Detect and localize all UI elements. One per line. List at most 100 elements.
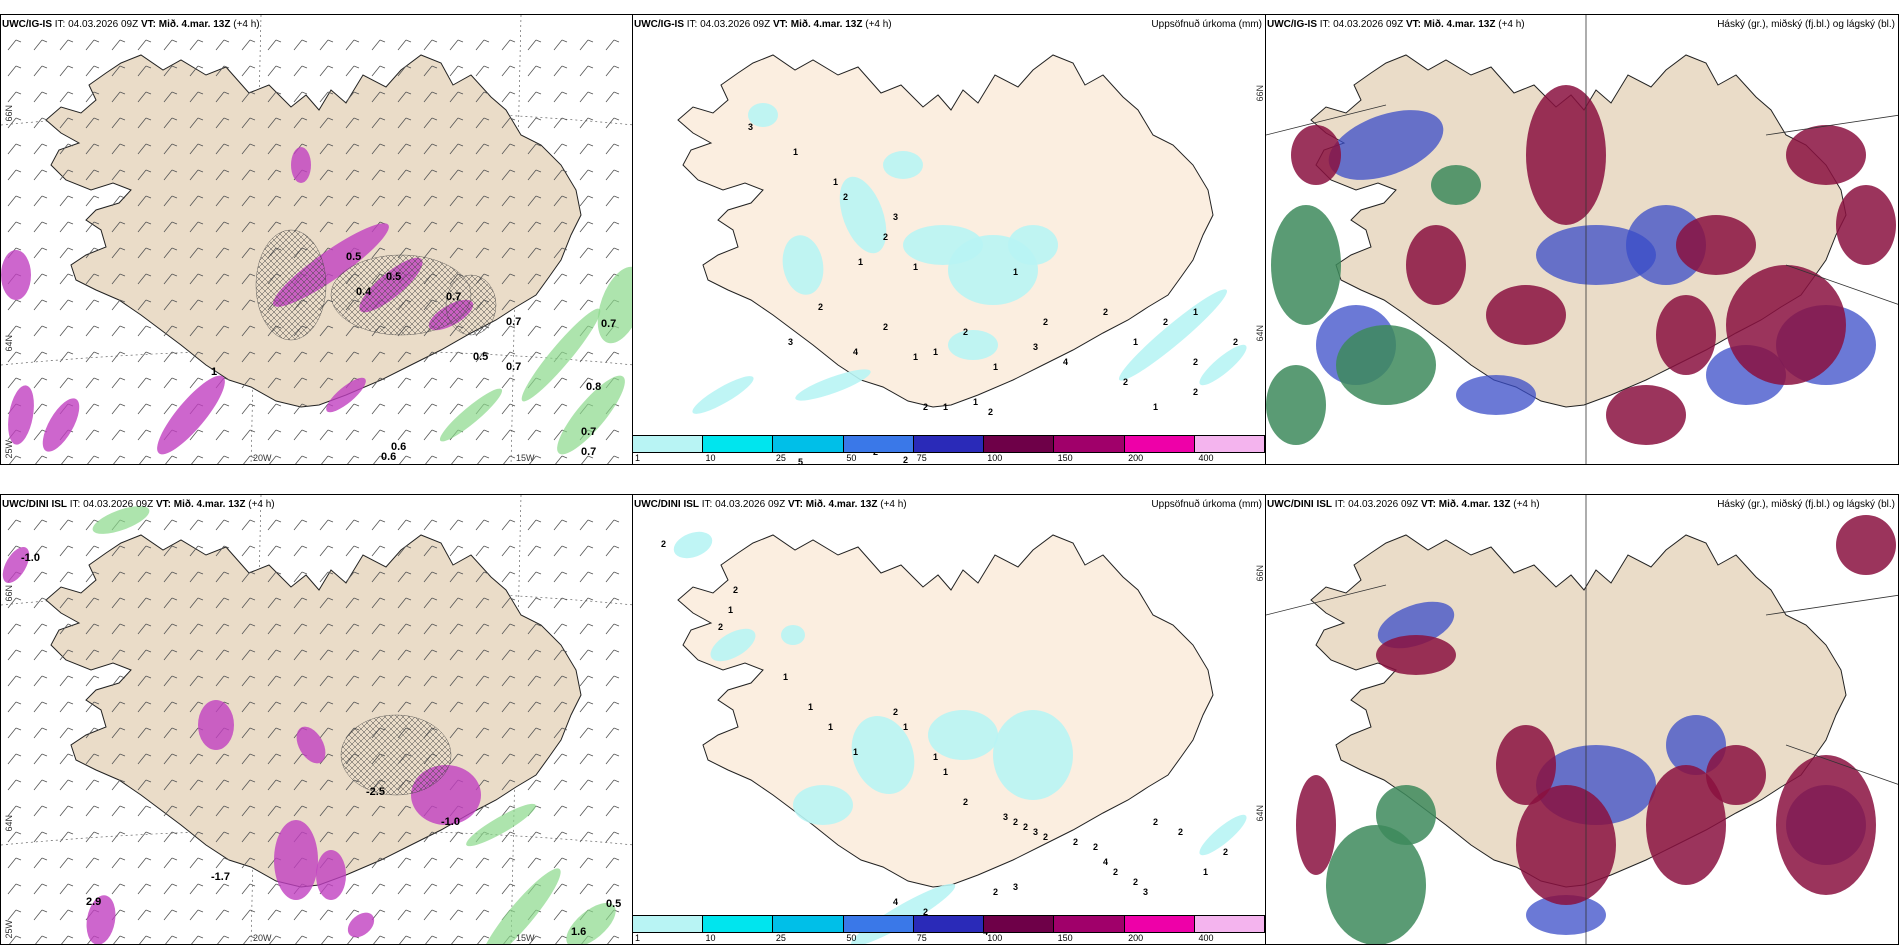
- value-label: 4: [1103, 857, 1108, 867]
- colorbar-swatch: [633, 916, 704, 932]
- value-label: 1: [808, 702, 813, 712]
- value-label: 2: [1043, 832, 1048, 842]
- precip-area: [748, 103, 778, 127]
- colorbar-tick: 50: [846, 453, 857, 463]
- cloud-high: [1266, 365, 1326, 445]
- value-label: 1: [1193, 307, 1198, 317]
- value-label: 2: [818, 302, 823, 312]
- value-label: 0.7: [581, 446, 596, 458]
- colorbar-swatch: [1124, 436, 1195, 452]
- axis-label: 20W: [253, 453, 272, 463]
- value-label: 1: [793, 147, 798, 157]
- cloud-mid: [1526, 85, 1606, 225]
- precip-area: [673, 531, 713, 559]
- value-label: 1: [933, 752, 938, 762]
- rain-area: [439, 388, 503, 442]
- value-label: 3: [788, 337, 793, 347]
- colorbar-swatch: [984, 436, 1055, 452]
- colorbar-swatch: [843, 916, 914, 932]
- map-canvas: [1266, 495, 1898, 944]
- colorbar-tick: 200: [1128, 453, 1144, 463]
- value-label: 2: [903, 455, 908, 465]
- value-label: 2: [963, 797, 968, 807]
- value-label: 0.5: [386, 271, 401, 283]
- colorbar-swatch: [1194, 916, 1265, 932]
- precip-area: [781, 625, 805, 645]
- precip-area: [795, 369, 871, 401]
- snow-area: [42, 398, 80, 452]
- value-label: 0.8: [586, 381, 601, 393]
- axis-label: 25W: [4, 440, 14, 459]
- precip-area: [839, 176, 887, 254]
- value-label: 2: [1123, 377, 1128, 387]
- rain-area: [557, 375, 625, 455]
- lat-lon-grid: [1266, 15, 1898, 464]
- colorbar-swatch: [1124, 916, 1195, 932]
- colorbar-tick: 150: [1057, 453, 1073, 463]
- value-label: -1.7: [211, 871, 230, 883]
- cloud-high: [1336, 325, 1436, 405]
- value-label: 2: [733, 585, 738, 595]
- axis-label: 66N: [1255, 565, 1265, 582]
- colorbar-swatch: [1194, 436, 1265, 452]
- cloud-mid: [1406, 225, 1466, 305]
- value-label: 3: [1013, 882, 1018, 892]
- colorbar-swatch: [843, 436, 914, 452]
- panel-ig-temp: UWC/IG-IS IT: 04.03.2026 09Z VT: Mið. 4.…: [0, 14, 633, 465]
- value-label: 4: [1063, 357, 1068, 367]
- value-label: 1: [853, 747, 858, 757]
- panel-field: Uppsöfnuð úrkoma (mm): [1151, 19, 1262, 30]
- value-label: 3: [1033, 827, 1038, 837]
- value-label: 4: [853, 347, 858, 357]
- value-label: 0.7: [601, 318, 616, 330]
- cloud-mid: [1786, 125, 1866, 185]
- snow-area: [316, 850, 346, 900]
- axis-label: 64N: [4, 815, 14, 832]
- precip-area: [903, 225, 983, 265]
- colorbar-swatch: [703, 436, 774, 452]
- value-label: 1: [833, 177, 838, 187]
- cloud-mid: [1296, 775, 1336, 875]
- panel-dini-precip: UWC/DINI ISL IT: 04.03.2026 09Z VT: Mið.…: [632, 494, 1266, 945]
- lat-lon-grid: [1266, 495, 1898, 944]
- colorbar-swatch: [913, 916, 985, 932]
- value-label: 2: [1043, 317, 1048, 327]
- iceland-landmass: [677, 534, 1214, 888]
- rain-area: [92, 506, 150, 534]
- colorbar-tick: 25: [775, 933, 786, 943]
- value-label: 2: [963, 327, 968, 337]
- cloud-mid: [1776, 755, 1876, 895]
- axis-label: 25W: [4, 920, 14, 939]
- value-label: 1: [913, 262, 918, 272]
- cloud-mid: [1486, 285, 1566, 345]
- snow-area: [8, 385, 34, 445]
- cloud-mid: [1836, 185, 1896, 265]
- snow-area: [296, 726, 326, 764]
- cloud-mid: [1516, 785, 1616, 905]
- rain-area: [597, 266, 632, 344]
- cloud-mid: [1606, 385, 1686, 445]
- value-label: 1: [858, 257, 863, 267]
- colorbar-tick: 75: [916, 453, 927, 463]
- value-label: -1.0: [21, 552, 40, 564]
- precip-area: [1199, 814, 1247, 856]
- value-label: 2: [1233, 337, 1238, 347]
- colorbar-tick: 150: [1057, 933, 1073, 943]
- colorbar-tick: 100: [987, 933, 1003, 943]
- value-label: 0.7: [446, 291, 461, 303]
- value-label: 0.5: [606, 898, 621, 910]
- cloud-mid: [1726, 265, 1846, 385]
- colorbar-tick: 1: [635, 933, 641, 943]
- value-label: 2: [923, 402, 928, 412]
- value-label: 2: [1193, 357, 1198, 367]
- value-label: 1: [973, 397, 978, 407]
- axis-label: 15W: [516, 933, 535, 943]
- value-label: 1: [933, 347, 938, 357]
- value-label: 5: [798, 457, 803, 465]
- axis-label: 64N: [1255, 805, 1265, 822]
- value-label: 2: [993, 887, 998, 897]
- panel-title: UWC/DINI ISL IT: 04.03.2026 09Z VT: Mið.…: [2, 499, 275, 510]
- rain-area: [521, 308, 601, 402]
- cloud-low: [1536, 225, 1656, 285]
- panel-title: UWC/IG-IS IT: 04.03.2026 09Z VT: Mið. 4.…: [634, 19, 892, 30]
